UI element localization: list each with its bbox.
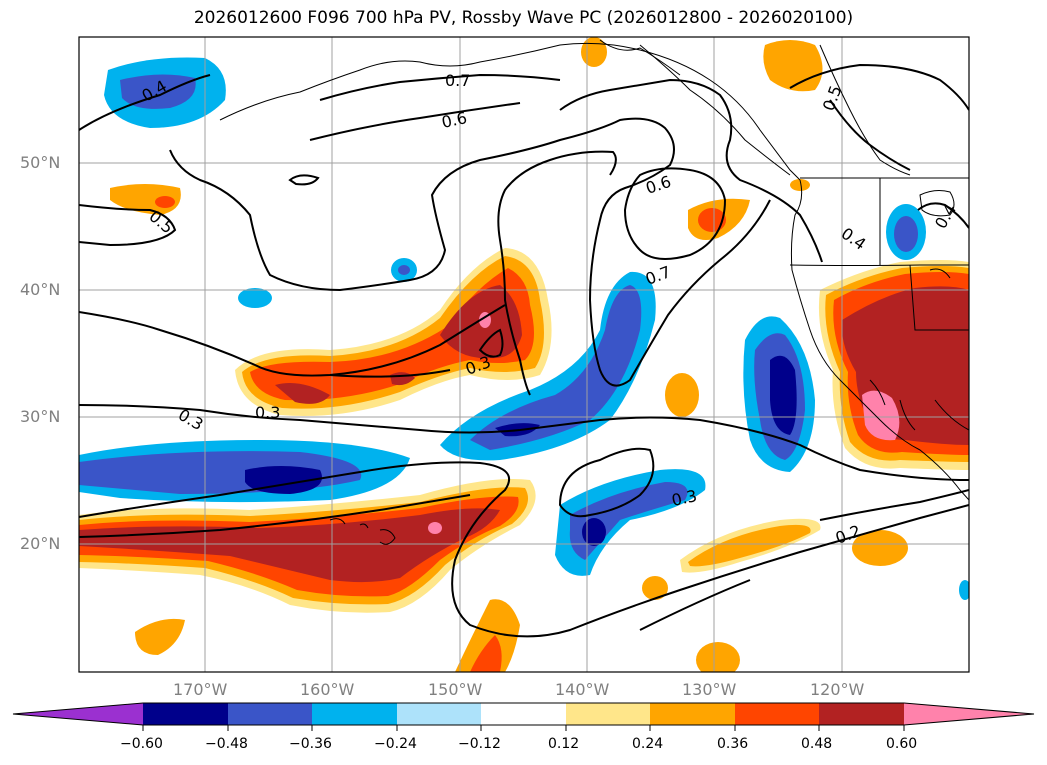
colorbar-tick: −0.48 [205, 736, 248, 752]
lat-label: 30°N [20, 407, 61, 426]
colorbar-tick: −0.24 [374, 736, 417, 752]
colorbar-tick: −0.12 [458, 736, 501, 752]
colorbar-tick: −0.36 [289, 736, 332, 752]
map-title: 2026012600 F096 700 hPa PV, Rossby Wave … [193, 8, 854, 28]
contour-label: 0.3 [670, 486, 699, 510]
colorbar-extend-max [904, 703, 1034, 725]
lon-label: 160°W [300, 680, 355, 699]
negative-anomaly-diagonal [440, 271, 656, 461]
colorbar-tick: 0.48 [801, 736, 833, 752]
wave-contours [79, 63, 969, 638]
plot-frame [78, 36, 970, 673]
colorbar-extend-min [13, 703, 143, 725]
contour-label: 0.7 [445, 71, 470, 90]
lon-label: 150°W [428, 680, 483, 699]
colorbar-tick: 0.60 [886, 736, 918, 752]
lon-label: 130°W [682, 680, 737, 699]
lat-label: 50°N [20, 153, 61, 172]
contour-label: 0.3 [255, 403, 280, 422]
colorbar-tick: 0.12 [548, 736, 580, 752]
contour-label: 0.6 [440, 108, 469, 132]
coastlines [219, 39, 969, 545]
gridlines [79, 37, 969, 672]
colorbar-tick: 0.36 [717, 736, 749, 752]
lat-label: 40°N [20, 280, 61, 299]
lon-label: 140°W [555, 680, 610, 699]
lon-label: 170°W [173, 680, 228, 699]
colorbar [12, 702, 1035, 731]
colorbar-tick: −0.60 [120, 736, 163, 752]
colorbar-tick: 0.24 [632, 736, 664, 752]
lat-label: 20°N [20, 534, 61, 553]
lon-label: 120°W [810, 680, 865, 699]
